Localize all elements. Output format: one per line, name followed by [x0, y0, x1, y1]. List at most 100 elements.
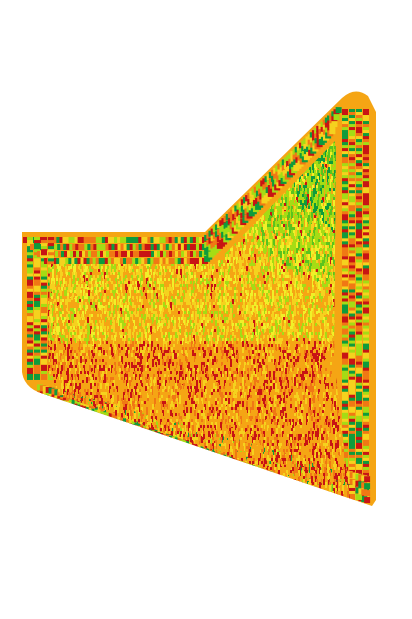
headland-cell	[334, 496, 339, 501]
headland-cell	[349, 397, 355, 404]
headland-cell	[27, 370, 33, 377]
yield-cell	[157, 140, 159, 146]
yield-cell	[328, 149, 330, 158]
headland-cell	[215, 461, 220, 466]
yield-cell	[108, 167, 110, 173]
headland-cell	[363, 424, 369, 431]
yield-cell	[130, 146, 132, 150]
yield-cell	[208, 164, 210, 169]
headland-cell	[73, 418, 77, 423]
yield-cell	[111, 161, 113, 168]
yield-cell	[51, 221, 53, 225]
yield-cell	[53, 173, 55, 182]
yield-cell	[214, 170, 216, 178]
yield-cell	[44, 152, 46, 156]
yield-cell	[172, 179, 174, 188]
headland-cell	[342, 268, 348, 275]
yield-cell	[261, 140, 263, 144]
headland-cell	[150, 244, 157, 250]
yield-cell	[118, 209, 120, 217]
yield-cell	[147, 215, 149, 222]
yield-cell	[69, 215, 71, 223]
yield-cell	[167, 143, 169, 151]
yield-cell	[95, 185, 97, 192]
yield-cell	[150, 149, 152, 155]
yield-cell	[220, 149, 222, 153]
yield-cell	[149, 146, 151, 153]
yield-cell	[249, 149, 251, 157]
yield-cell	[137, 215, 139, 221]
yield-cell	[145, 152, 147, 158]
headland-cell	[342, 220, 348, 227]
headland-cell	[185, 451, 189, 456]
yield-cell	[188, 179, 190, 185]
headland-cell	[246, 470, 250, 475]
yield-cell	[209, 152, 211, 159]
headland-cell	[68, 258, 75, 264]
yield-cell	[60, 209, 62, 217]
headland-cell	[364, 476, 371, 483]
headland-cell	[311, 489, 316, 494]
yield-cell	[57, 194, 59, 198]
yield-cell	[64, 200, 66, 207]
yield-cell	[226, 188, 228, 192]
yield-cell	[95, 224, 97, 230]
yield-cell	[239, 149, 241, 154]
yield-cell	[190, 170, 192, 176]
yield-cell	[72, 155, 74, 162]
yield-cell	[84, 200, 86, 205]
yield-cell	[92, 164, 94, 173]
headland-cell	[356, 112, 362, 119]
yield-cell	[196, 221, 198, 228]
yield-cell	[258, 173, 260, 177]
headland-cell	[48, 252, 54, 259]
headland-cell	[343, 499, 347, 504]
headland-cell	[349, 184, 355, 191]
yield-cell	[48, 215, 50, 221]
headland-cell	[144, 237, 151, 243]
yield-cell	[158, 215, 160, 220]
yield-cell	[112, 182, 114, 186]
yield-cell	[155, 191, 157, 197]
yield-cell	[65, 194, 67, 203]
headland-cell	[126, 258, 133, 264]
headland-cell	[342, 223, 348, 230]
yield-cell	[267, 155, 269, 162]
yield-cell	[142, 176, 144, 184]
yield-cell	[127, 170, 129, 179]
yield-cell	[176, 188, 178, 197]
yield-cell	[54, 212, 56, 219]
yield-cell	[211, 158, 213, 162]
yield-cell	[117, 188, 119, 194]
yield-cell	[163, 146, 165, 151]
headland-cell	[73, 418, 78, 423]
yield-cell	[178, 179, 180, 185]
headland-cell	[312, 490, 316, 495]
yield-cell	[136, 197, 138, 203]
yield-cell	[270, 212, 272, 216]
yield-cell	[174, 173, 176, 177]
yield-cell	[144, 218, 146, 225]
headland-cell	[349, 382, 355, 389]
yield-cell	[168, 164, 170, 173]
yield-cell	[134, 218, 136, 223]
yield-cell	[193, 164, 195, 168]
yield-cell	[59, 215, 61, 224]
yield-cell	[121, 140, 123, 145]
yield-cell	[72, 188, 74, 197]
yield-cell	[196, 167, 198, 171]
yield-cell	[178, 167, 180, 171]
headland-cell	[81, 420, 85, 425]
headland-cell	[112, 430, 117, 435]
yield-cell	[218, 161, 220, 169]
yield-cell	[219, 164, 221, 168]
yield-cell	[59, 194, 61, 201]
yield-cell	[91, 209, 93, 216]
headland-cell	[225, 464, 230, 469]
yield-cell	[89, 188, 91, 195]
headland-cell	[289, 483, 294, 488]
headland-cell	[59, 237, 66, 243]
headland-cell	[349, 169, 355, 176]
yield-cell	[90, 221, 92, 227]
headland-cell	[356, 346, 362, 353]
